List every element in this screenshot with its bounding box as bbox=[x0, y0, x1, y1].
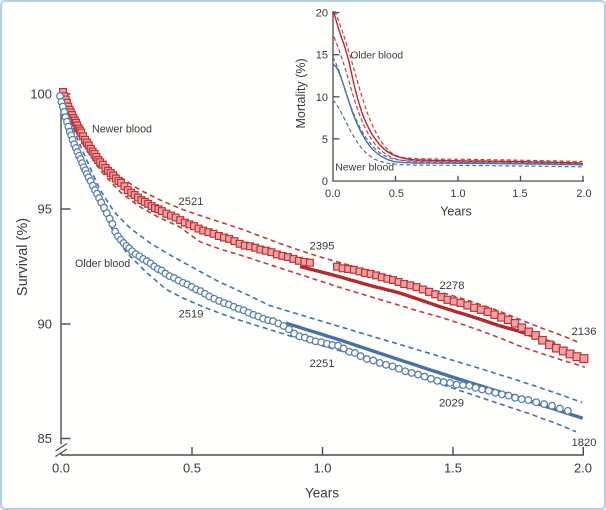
svg-text:10: 10 bbox=[316, 92, 328, 104]
svg-text:2.0: 2.0 bbox=[576, 188, 591, 200]
svg-text:1820: 1820 bbox=[572, 437, 597, 449]
svg-text:1.5: 1.5 bbox=[512, 188, 527, 200]
svg-text:2278: 2278 bbox=[440, 280, 465, 292]
svg-text:0.5: 0.5 bbox=[183, 461, 201, 476]
svg-text:1.0: 1.0 bbox=[313, 461, 331, 476]
svg-text:Years: Years bbox=[305, 486, 339, 501]
svg-text:0.0: 0.0 bbox=[325, 188, 340, 200]
svg-text:0: 0 bbox=[322, 176, 328, 188]
svg-text:Survival (%): Survival (%) bbox=[15, 218, 31, 296]
svg-text:5: 5 bbox=[322, 134, 328, 146]
svg-text:Years: Years bbox=[440, 205, 472, 219]
svg-text:2395: 2395 bbox=[310, 241, 335, 253]
svg-text:Older blood: Older blood bbox=[75, 258, 130, 270]
svg-text:0.5: 0.5 bbox=[389, 188, 404, 200]
svg-text:20: 20 bbox=[316, 8, 328, 20]
svg-text:2251: 2251 bbox=[310, 358, 335, 370]
svg-text:90: 90 bbox=[38, 317, 52, 332]
svg-text:0.0: 0.0 bbox=[52, 461, 70, 476]
svg-text:95: 95 bbox=[38, 202, 52, 217]
svg-text:Newer blood: Newer blood bbox=[92, 124, 152, 136]
svg-text:2521: 2521 bbox=[179, 196, 204, 208]
svg-text:100: 100 bbox=[30, 87, 52, 102]
svg-text:Mortality (%): Mortality (%) bbox=[294, 58, 308, 128]
svg-text:2.0: 2.0 bbox=[574, 461, 592, 476]
svg-text:85: 85 bbox=[38, 431, 52, 446]
svg-text:2029: 2029 bbox=[439, 398, 464, 410]
svg-text:2519: 2519 bbox=[179, 309, 204, 321]
svg-text:Older blood: Older blood bbox=[350, 51, 403, 62]
svg-text:1.5: 1.5 bbox=[444, 461, 462, 476]
svg-text:Newer blood: Newer blood bbox=[335, 161, 394, 173]
svg-text:15: 15 bbox=[316, 50, 328, 62]
svg-text:1.0: 1.0 bbox=[450, 188, 465, 200]
svg-text:2136: 2136 bbox=[572, 326, 597, 338]
